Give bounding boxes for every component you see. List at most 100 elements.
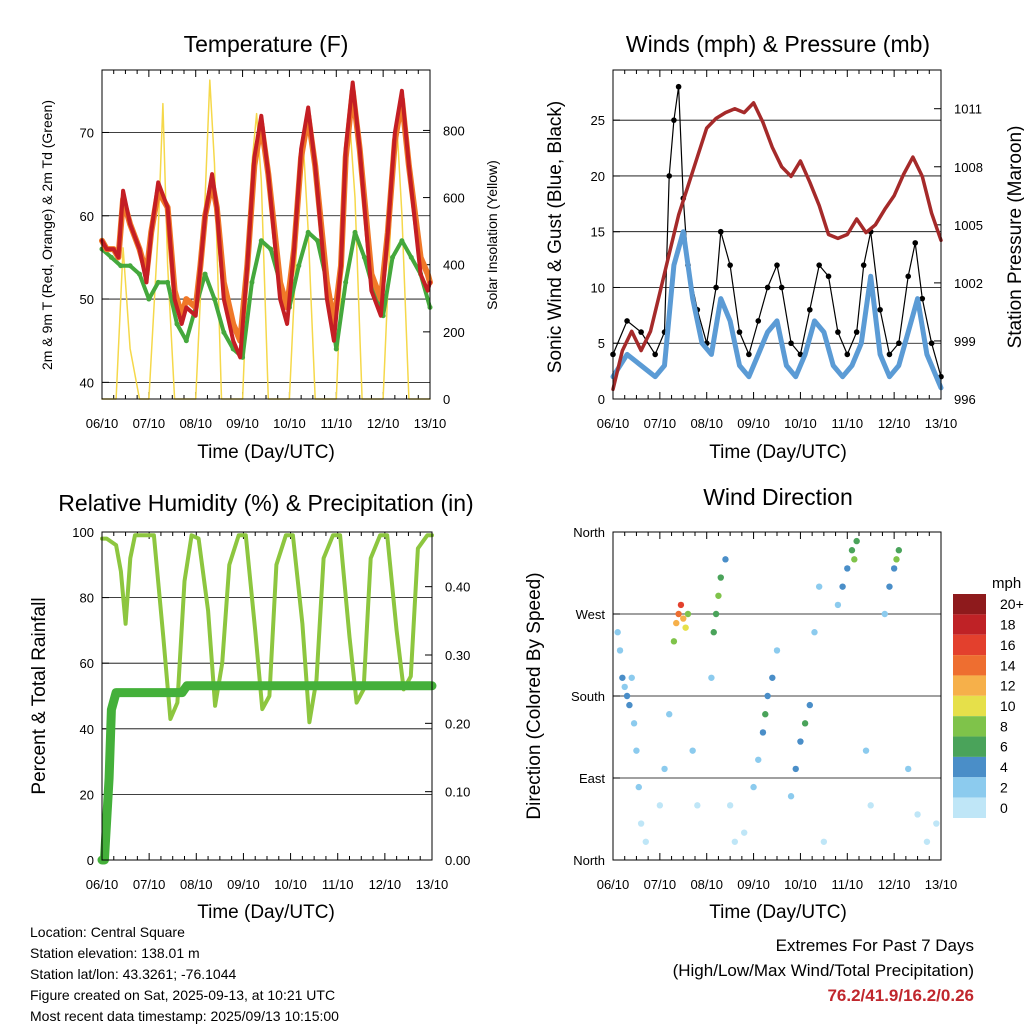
x-tick-label: 10/10 (273, 416, 306, 431)
direction-point (914, 811, 921, 818)
temperature-panel: Temperature (F) 2m & 9m T (Red, Orange) … (39, 31, 500, 463)
legend-label: 2 (1000, 779, 1008, 795)
y-tick-label: North (573, 853, 605, 868)
y2-tick-label: 1011 (954, 102, 982, 117)
x-tick-label: 09/10 (227, 877, 260, 892)
humidity-y2-ticks: 0.00 0.10 0.20 0.30 0.40 (425, 580, 470, 868)
direction-point (820, 838, 828, 845)
extremes-title: Extremes For Past 7 Days (775, 936, 974, 955)
legend-swatch (953, 797, 986, 818)
y2-tick-label: 1005 (954, 218, 983, 233)
direction-point (839, 583, 846, 590)
direction-point (619, 674, 626, 681)
y-tick-label: 20 (80, 787, 94, 802)
direction-x-ticks: 06/10 07/10 08/10 09/10 10/10 11/10 12/10 13/10 (597, 532, 958, 892)
y2-tick-label: 0 (443, 392, 450, 407)
legend-label: 4 (1000, 759, 1008, 775)
direction-point (623, 692, 631, 700)
legend-swatch (953, 777, 986, 798)
winds-x-ticks: 06/10 07/10 08/10 09/10 10/10 11/10 12/10 13/10 (597, 70, 958, 431)
dewpoint-point (202, 271, 208, 277)
direction-point (886, 583, 893, 590)
direction-point (630, 720, 638, 727)
direction-point (881, 610, 888, 618)
direction-point (710, 629, 717, 636)
humidity-x-label: Time (Day/UTC) (197, 902, 335, 923)
direction-points (614, 537, 940, 845)
y2-tick-label: 200 (443, 325, 465, 340)
humidity-y-label: Percent & Total Rainfall (29, 597, 50, 794)
direction-point (666, 711, 673, 718)
direction-point (708, 674, 715, 681)
y2-tick-label: 0.40 (445, 580, 470, 595)
y2-tick-label: 400 (443, 258, 465, 273)
created-text: Figure created on Sat, 2025-09-13, at 10… (30, 987, 336, 1003)
legend-swatch (953, 675, 986, 696)
direction-point (682, 624, 689, 631)
humidity-x-ticks: 06/10 07/10 08/10 09/10 10/10 11/10 12/10 13/10 (86, 532, 448, 892)
direction-point (712, 610, 720, 618)
dewpoint-point (155, 279, 161, 285)
speed-legend: 20+ 18 16 14 12 10 8 6 4 2 0 (953, 594, 1024, 818)
dewpoint-point (211, 296, 217, 302)
sonic-wind-line (610, 229, 944, 391)
temperature-y-ticks: 40 50 60 70 (80, 125, 109, 390)
x-tick-label: 13/10 (925, 877, 958, 892)
x-tick-label: 13/10 (925, 416, 958, 431)
temperature-y2-ticks: 0 200 400 600 800 (423, 123, 465, 407)
direction-point (677, 601, 685, 609)
legend-label: 6 (1000, 739, 1008, 755)
y-tick-label: South (571, 689, 605, 704)
precipitation-line (97, 681, 437, 865)
dewpoint-point (305, 229, 311, 235)
pressure-line (611, 101, 943, 392)
y-tick-label: West (576, 607, 606, 622)
x-tick-label: 07/10 (644, 416, 677, 431)
x-tick-label: 11/10 (322, 877, 354, 892)
y-tick-label: 50 (80, 292, 94, 307)
x-tick-label: 06/10 (597, 877, 630, 892)
dewpoint-point (333, 346, 339, 352)
dewpoint-point (108, 254, 114, 260)
dewpoint-point (352, 229, 358, 235)
direction-point (759, 729, 767, 736)
legend-swatch (953, 716, 986, 737)
dewpoint-point (174, 321, 180, 327)
winds-series (610, 83, 944, 392)
direction-point (764, 692, 771, 700)
legend-title: mph (992, 575, 1021, 592)
direction-point (792, 765, 799, 773)
direction-gridlines (613, 531, 941, 861)
y2-tick-label: 999 (954, 334, 976, 349)
y-tick-label: 70 (80, 125, 94, 140)
x-tick-label: 12/10 (367, 416, 400, 431)
direction-point (726, 802, 734, 809)
y2-tick-label: 0.30 (445, 648, 470, 663)
temperature-y-label: 2m & 9m T (Red, Orange) & 2m Td (Green) (39, 100, 55, 370)
direction-point (895, 547, 903, 554)
direction-point (673, 619, 680, 627)
x-tick-label: 08/10 (690, 416, 723, 431)
direction-point (890, 565, 898, 572)
extremes-values: 76.2/41.9/16.2/0.26 (827, 986, 974, 1005)
y-tick-label: 100 (72, 525, 94, 540)
x-tick-label: 09/10 (737, 416, 770, 431)
x-tick-label: 10/10 (784, 416, 817, 431)
y2-tick-label: 800 (443, 123, 465, 138)
direction-y-ticks: North East South West North (571, 525, 620, 868)
extremes-subtitle: (High/Low/Max Wind/Total Precipitation) (672, 961, 974, 980)
x-tick-label: 07/10 (644, 877, 677, 892)
latlon-text: Station lat/lon: 43.3261; -76.1044 (30, 966, 237, 982)
direction-point (621, 683, 628, 691)
y-tick-label: 60 (80, 656, 94, 671)
x-tick-label: 12/10 (878, 416, 911, 431)
direction-point (844, 565, 851, 572)
x-tick-label: 11/10 (831, 416, 863, 431)
direction-point (923, 838, 931, 845)
y2-tick-label: 1008 (954, 160, 983, 175)
humidity-plot-frame (101, 531, 433, 861)
x-tick-label: 06/10 (86, 877, 119, 892)
direction-point (670, 638, 678, 645)
x-tick-label: 06/10 (597, 416, 630, 431)
